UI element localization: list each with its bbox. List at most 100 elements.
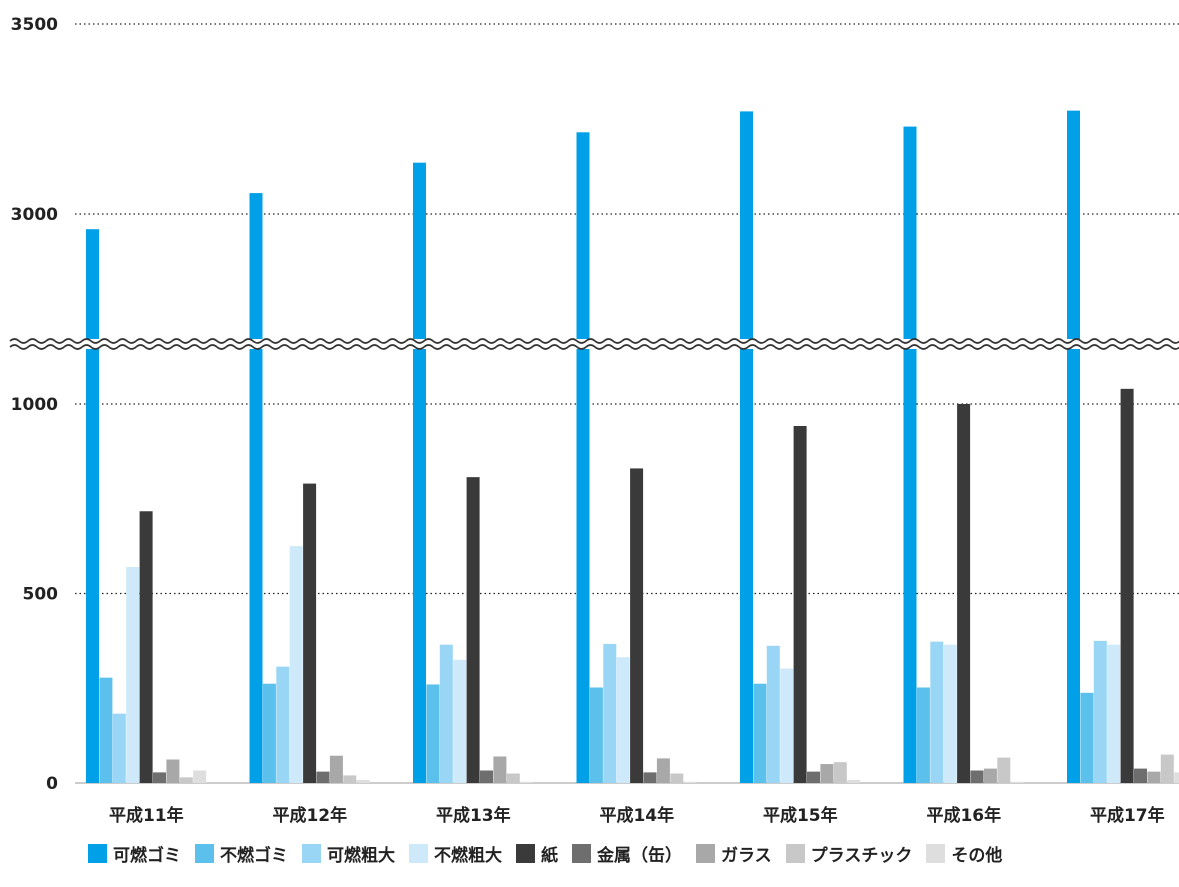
legend-item: 可燃ゴミ	[88, 841, 181, 866]
bar	[616, 657, 630, 783]
legend-swatch	[516, 843, 535, 863]
axis-break-line	[9, 338, 1179, 344]
legend-label: 可燃粗大	[327, 845, 395, 866]
bar	[916, 687, 930, 783]
bar	[86, 229, 99, 783]
x-tick-label: 平成17年	[1090, 805, 1165, 826]
x-tick-label: 平成15年	[763, 805, 838, 826]
bar	[303, 483, 317, 783]
bar	[847, 779, 861, 783]
legend-item: その他	[926, 841, 1002, 866]
legend-item: 不燃ゴミ	[195, 841, 288, 866]
bar	[589, 687, 603, 783]
legend-swatch	[926, 843, 946, 863]
bar	[997, 757, 1011, 783]
bar	[262, 683, 276, 783]
bar	[493, 756, 507, 783]
bar-chart: 0 500 1000 3000 3500 平成11年 平成12年 平成13年 平成14年 平成15…	[9, 15, 1179, 826]
legend-label: ガラス	[721, 845, 772, 866]
y-tick-label: 3000	[11, 205, 58, 225]
legend-item: 不燃粗大	[409, 841, 502, 866]
bar	[576, 132, 590, 784]
bar	[453, 659, 467, 783]
bar	[793, 425, 807, 783]
bar	[439, 644, 453, 783]
bar	[166, 759, 180, 783]
legend-swatch	[409, 843, 428, 863]
bar	[1174, 772, 1179, 783]
bar	[139, 511, 153, 783]
legend-item: ガラス	[696, 841, 772, 866]
bar	[126, 566, 140, 783]
y-tick-label: 500	[23, 585, 59, 605]
bar	[112, 713, 126, 783]
bar	[903, 126, 917, 784]
legend-item: 金属（缶）	[572, 841, 682, 866]
bar	[930, 641, 944, 783]
x-tick-label: 平成11年	[109, 805, 184, 826]
bar	[1080, 692, 1094, 783]
bar	[1120, 388, 1134, 783]
x-tick-label: 平成16年	[926, 805, 1001, 826]
legend-label: 可燃ゴミ	[113, 845, 181, 866]
bar	[807, 771, 820, 783]
bar	[413, 162, 426, 783]
chart-legend: 可燃ゴミ 不燃ゴミ 可燃粗大 不燃粗大 紙 金属（缶） ガラス プラスチック その他	[88, 838, 1173, 868]
bar	[683, 781, 697, 783]
legend-label: 不燃ゴミ	[220, 845, 288, 866]
bar	[833, 762, 847, 783]
bar	[329, 755, 343, 783]
legend-swatch	[696, 843, 715, 863]
bar	[943, 644, 957, 783]
bar	[1107, 644, 1121, 783]
bar	[630, 468, 644, 783]
bar	[603, 643, 617, 783]
legend-swatch	[195, 843, 214, 863]
bar	[289, 546, 303, 783]
bar	[643, 772, 657, 783]
y-tick-label: 3500	[11, 15, 58, 35]
bar	[193, 770, 207, 783]
legend-item: 紙	[516, 841, 558, 866]
bar	[99, 677, 113, 783]
bar	[1010, 781, 1024, 783]
legend-label: 不燃粗大	[434, 845, 502, 866]
bar	[1067, 110, 1080, 783]
bar	[466, 477, 480, 783]
bar	[740, 111, 753, 783]
bar	[506, 773, 520, 783]
y-tick-label: 1000	[11, 395, 58, 415]
legend-swatch	[572, 843, 591, 863]
legend-label: 紙	[541, 845, 558, 866]
x-tick-label: 平成13年	[436, 805, 511, 826]
x-tick-label: 平成12年	[272, 805, 347, 826]
legend-item: 可燃粗大	[302, 841, 395, 866]
legend-label: プラスチック	[810, 845, 913, 866]
legend-item: プラスチック	[785, 841, 913, 866]
bar	[276, 666, 290, 783]
bar	[249, 193, 263, 784]
legend-label: 金属（缶）	[597, 845, 682, 866]
bar	[820, 764, 834, 783]
bar	[983, 768, 997, 783]
bar	[316, 771, 330, 783]
bar	[356, 779, 370, 783]
axis-break-line	[9, 344, 1179, 350]
bar	[1147, 771, 1161, 783]
bar	[670, 773, 684, 783]
legend-label: その他	[951, 845, 1003, 866]
bar	[970, 770, 984, 783]
bar	[780, 668, 794, 783]
bar	[766, 645, 780, 783]
legend-swatch	[302, 843, 321, 863]
bar	[1134, 768, 1147, 783]
bar	[1093, 640, 1107, 783]
bar	[426, 684, 440, 783]
bar	[1160, 754, 1174, 783]
bar	[957, 404, 971, 783]
bar	[520, 781, 534, 783]
legend-swatch	[88, 843, 107, 863]
axis-break-gap	[10, 339, 1179, 349]
bar	[480, 770, 493, 783]
bar	[343, 775, 357, 783]
